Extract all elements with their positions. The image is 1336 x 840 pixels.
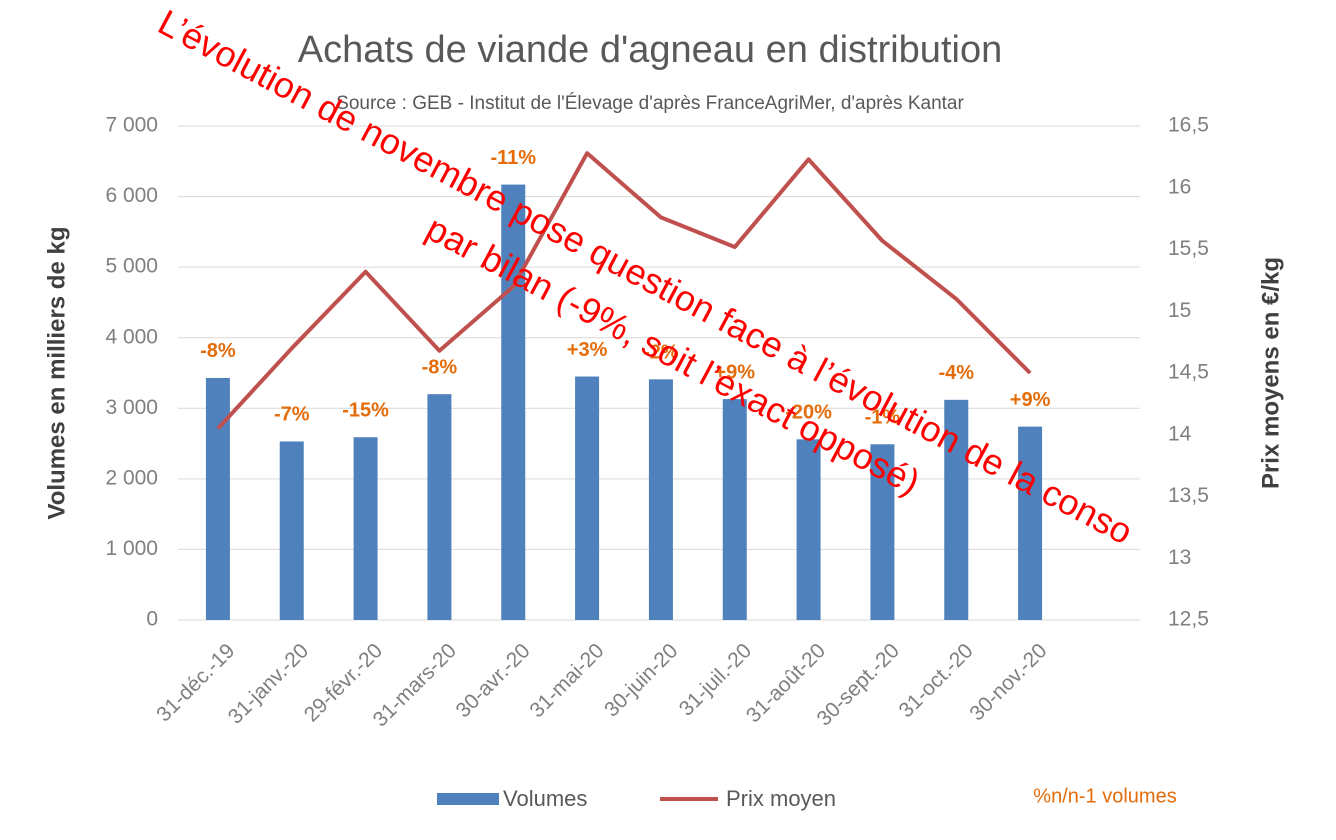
change-label: -15% <box>342 400 389 422</box>
yticks-label: 7 000 <box>105 114 158 137</box>
y2-axis-label: Prix moyens en €/kg <box>1257 257 1284 489</box>
bar <box>427 394 452 620</box>
yticks-label: 3 000 <box>105 396 158 419</box>
bar <box>944 399 969 620</box>
change-label: +9% <box>714 361 755 383</box>
bar <box>205 377 230 620</box>
bar <box>1018 426 1043 620</box>
x-tick-label: 31-janv.-20 <box>224 639 313 728</box>
bar <box>353 437 378 620</box>
change-label: -11% <box>490 147 536 169</box>
change-label: -2% <box>643 342 679 364</box>
x-tick-label: 31-mai-20 <box>525 639 608 722</box>
change-label: -1% <box>865 407 901 429</box>
chart-subtitle: Source : GEB - Institut de l'Élevage d'a… <box>336 93 964 114</box>
price-line <box>216 151 1032 430</box>
legend-label: Volumes <box>503 786 587 811</box>
legend-label: Prix moyen <box>726 786 836 811</box>
change-label: -8% <box>422 356 458 378</box>
bar <box>870 444 895 620</box>
y2ticks-label: 15,5 <box>1168 237 1209 260</box>
bar <box>648 379 673 620</box>
y2ticks-label: 13,5 <box>1168 484 1209 507</box>
y2ticks-label: 16,5 <box>1168 114 1209 137</box>
yticks-label: 6 000 <box>105 184 158 207</box>
yticks-label: 4 000 <box>105 325 158 348</box>
change-label: +3% <box>567 339 608 361</box>
x-tick-label: 30-nov.-20 <box>965 639 1051 725</box>
annotation: par bilan (-9%, soit l’exact opposé) <box>420 207 927 502</box>
yticks-label: 0 <box>146 608 158 631</box>
bar <box>796 439 821 620</box>
change-label: -4% <box>938 362 974 384</box>
yticks-label: 2 000 <box>105 466 158 489</box>
bar <box>722 399 747 620</box>
y2ticks-label: 14 <box>1168 422 1192 445</box>
yticks-label: 1 000 <box>105 537 158 560</box>
change-label: -20% <box>785 402 832 424</box>
change-label: -8% <box>200 340 236 362</box>
y2ticks-label: 16 <box>1168 175 1191 198</box>
y2ticks-label: 13 <box>1168 546 1191 569</box>
y2ticks-label: 12,5 <box>1168 608 1209 631</box>
bar <box>501 184 526 620</box>
chart-title: Achats de viande d'agneau en distributio… <box>298 29 1002 71</box>
x-tick-label: 30-avr.-20 <box>452 639 535 722</box>
change-label: +9% <box>1010 389 1051 411</box>
change-label: -7% <box>274 404 310 426</box>
y2ticks-label: 15 <box>1168 299 1191 322</box>
bar <box>575 376 600 620</box>
yticks-label: 5 000 <box>105 255 158 278</box>
y2ticks-label: 14,5 <box>1168 361 1209 384</box>
x-tick-label: 30-juin-20 <box>600 639 682 721</box>
change-note: %n/n-1 volumes <box>1033 785 1176 807</box>
legend-swatch <box>437 793 499 805</box>
y-axis-label: Volumes en milliers de kg <box>43 227 70 520</box>
bar <box>279 441 304 620</box>
